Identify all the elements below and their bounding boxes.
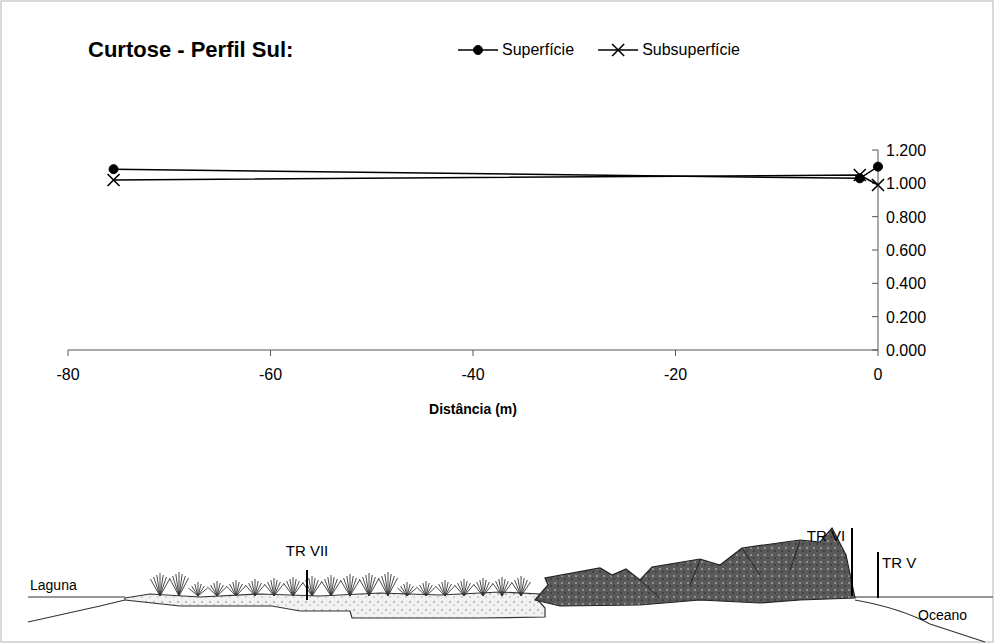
grass: [435, 580, 454, 596]
grass: [359, 573, 378, 596]
outer-frame: [1, 1, 993, 642]
x-tick-label: -80: [56, 366, 79, 383]
grass: [264, 578, 283, 596]
y-tick-label: 0.600: [886, 242, 926, 259]
transect-label: TR V: [882, 554, 916, 571]
series-marker: [108, 174, 120, 186]
transect-line: [877, 552, 879, 598]
y-tick: [872, 150, 878, 151]
x-tick-label: 0: [874, 366, 883, 383]
x-tick-label: -40: [461, 366, 484, 383]
x-tick-label: -20: [664, 366, 687, 383]
grass: [511, 576, 530, 596]
beach-slope: [855, 600, 985, 642]
grass: [378, 572, 397, 596]
y-tick-label: 0.200: [886, 309, 926, 326]
dune-lines: [640, 541, 800, 598]
grass: [150, 573, 169, 596]
legend-marker: [474, 46, 483, 55]
grass: [245, 579, 264, 596]
plot-data: [108, 162, 884, 191]
grass: [207, 581, 226, 596]
ocean-surface: [855, 596, 993, 597]
y-tick: [872, 216, 878, 217]
lagoon-surface: [28, 596, 125, 597]
transect-line: [306, 570, 308, 600]
chart-root: Curtose - Perfil Sul: -80 -60 -40 -20 00.000 0…: [0, 0, 994, 643]
y-tick: [872, 250, 878, 251]
x-tick: [270, 350, 271, 356]
dune: [535, 528, 855, 606]
y-tick: [872, 350, 878, 351]
transect-label: TR VI: [807, 527, 845, 544]
grass: [492, 577, 511, 596]
grass: [454, 579, 473, 596]
series-marker: [872, 179, 884, 191]
diagram-label: Laguna: [30, 577, 77, 593]
profile-diagram: Laguna Oceano TR VII TR VI TR V: [28, 527, 993, 642]
grass: [226, 580, 245, 596]
x-tick: [878, 350, 879, 356]
diagram-label: Oceano: [918, 607, 967, 623]
y-tick-label: 0.000: [886, 342, 926, 359]
x-tick: [675, 350, 676, 356]
y-tick-label: 0.400: [886, 275, 926, 292]
series-marker: [874, 162, 883, 171]
transect-line: [851, 528, 853, 596]
y-tick-label: 1.200: [886, 142, 926, 159]
grass: [416, 581, 435, 596]
x-tick: [473, 350, 474, 356]
grass: [188, 582, 207, 596]
chart-title: Curtose - Perfil Sul:: [88, 37, 293, 62]
grass: [340, 574, 359, 596]
legend-marker: [612, 44, 624, 56]
grass: [397, 582, 416, 596]
grass: [302, 576, 321, 596]
grass: [321, 575, 340, 596]
y-tick-label: 0.800: [886, 209, 926, 226]
x-axis-title: Distância (m): [429, 401, 517, 417]
legend-label: Superfície: [502, 41, 574, 58]
series-line: [114, 175, 878, 185]
grass: [283, 577, 302, 596]
grass: [169, 572, 188, 596]
series-marker: [854, 169, 866, 181]
lagoon-bottom: [28, 600, 125, 622]
x-tick-label: -60: [259, 366, 282, 383]
series-line: [114, 167, 878, 179]
x-tick: [68, 350, 69, 356]
legend-label: Subsuperfície: [642, 41, 740, 58]
series-marker: [109, 165, 118, 174]
transect-label: TR VII: [286, 542, 329, 559]
y-tick: [872, 316, 878, 317]
lagoon-sand: [125, 592, 545, 618]
grass: [473, 578, 492, 596]
y-tick: [872, 283, 878, 284]
y-tick-label: 1.000: [886, 175, 926, 192]
